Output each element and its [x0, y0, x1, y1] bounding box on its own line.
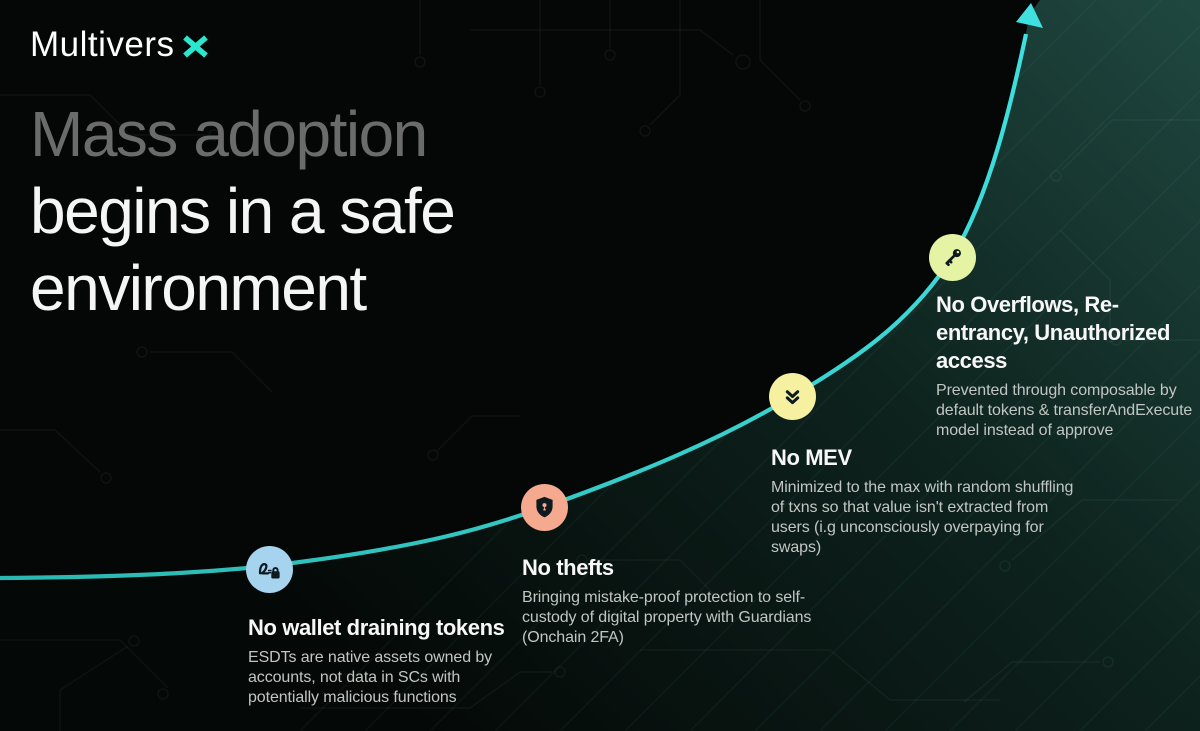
logo-x-icon: [182, 34, 208, 58]
milestone-overflows: No Overflows, Re-entrancy, Unauthorized …: [936, 291, 1200, 441]
milestone-title: No MEV: [771, 445, 852, 470]
milestone-thefts: No thefts Bringing mistake-proof protect…: [522, 554, 815, 648]
milestone-description: Prevented through composable by default …: [936, 382, 1193, 439]
shield-keyhole-icon: [536, 496, 553, 518]
key-icon: [945, 249, 961, 267]
logo-wordmark: Multivers: [30, 25, 175, 64]
page-title: Mass adoption begins in a safe environme…: [30, 96, 456, 327]
milestone-description: Minimized to the max with random shuffli…: [771, 479, 1074, 556]
headline-line: begins in a safe: [30, 175, 456, 247]
headline-line-muted: Mass adoption: [30, 98, 428, 170]
milestone-marker-mev[interactable]: [769, 373, 816, 420]
milestone-title: No Overflows, Re-entrancy, Unauthorized …: [936, 292, 1171, 373]
milestone-marker-overflows[interactable]: [929, 234, 976, 281]
milestone-marker-thefts[interactable]: [521, 484, 568, 531]
logo[interactable]: Multivers: [30, 26, 209, 64]
milestone-description: ESDTs are native assets owned by account…: [248, 649, 493, 706]
milestone-description: Bringing mistake-proof protection to sel…: [522, 589, 812, 646]
milestone-wallet-draining: No wallet draining tokens ESDTs are nati…: [248, 614, 505, 708]
milestone-mev: No MEV Minimized to the max with random …: [771, 444, 1074, 558]
milestone-title: No thefts: [522, 555, 614, 580]
double-chevron-down-icon: [785, 390, 800, 405]
circuit-traces-green: [963, 119, 1200, 703]
milestone-title: No wallet draining tokens: [248, 615, 505, 640]
signature-lock-icon: [258, 562, 280, 579]
curve-arrowhead: [1016, 3, 1043, 28]
headline-line: environment: [30, 252, 367, 324]
circuit-traces-dark: [0, 0, 1000, 731]
milestone-marker-wallet-draining[interactable]: [246, 546, 293, 593]
